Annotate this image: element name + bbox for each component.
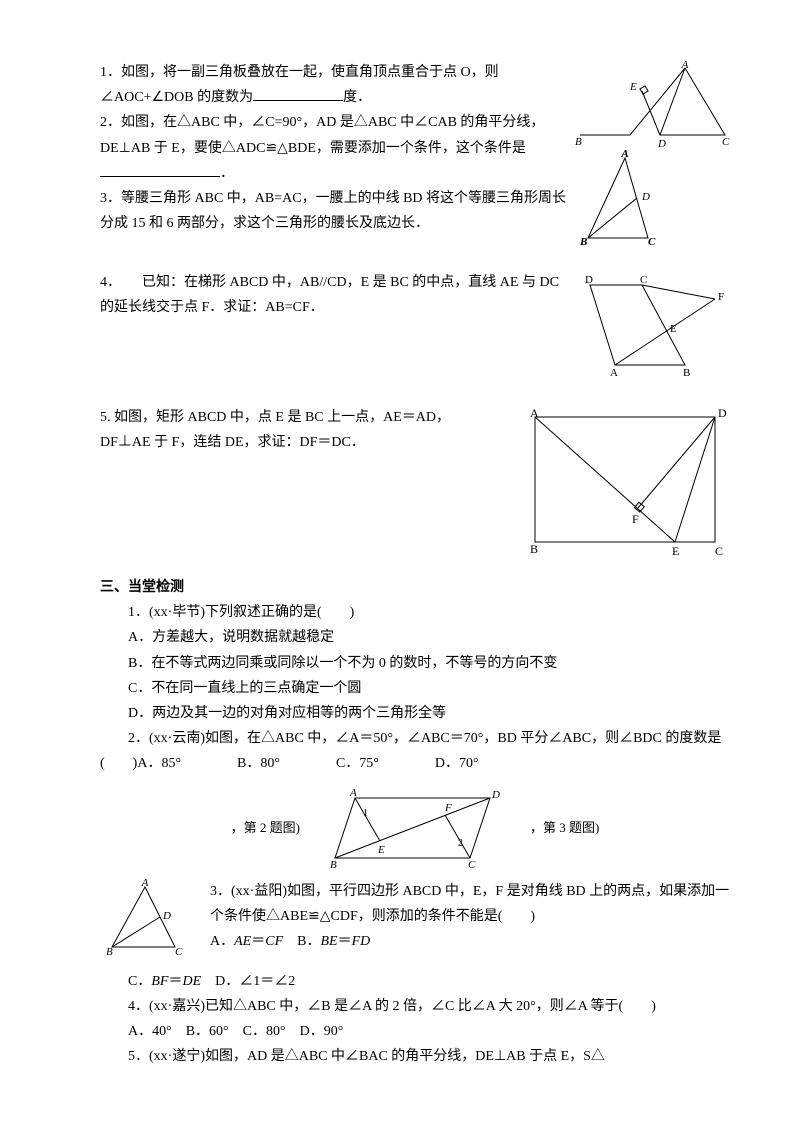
q3: 3．等腰三角形 ABC 中，AB=AC，一腰上的中线 BD 将这个等腰三角形周长… [100,186,570,236]
s1-stem: 1．(xx·毕节)下列叙述正确的是( ) [100,600,730,625]
svg-text:E: E [629,81,637,93]
q2-blank [100,162,220,177]
svg-text:E: E [670,323,677,335]
s1-c: C．不在同一直线上的三点确定一个圆 [100,676,730,701]
svg-text:A: A [620,150,628,160]
q2-l1: 2．如图，在△ABC 中，∠C=90°，AD 是△ABC 中∠CAB 的角平分线… [100,115,544,155]
s4-opts: A．40° B．60° C．80° D．90° [100,1019,730,1044]
q2: 2．如图，在△ABC 中，∠C=90°，AD 是△ABC 中∠CAB 的角平分线… [100,110,570,186]
svg-text:C: C [640,274,647,286]
block-s3: A D B C 3．(xx·益阳)如图，平行四边形 ABCD 中，E，F 是对角… [100,879,730,959]
diagram-isoceles-median: A D B C [570,150,680,250]
svg-text:C: C [648,236,656,248]
svg-text:D: D [657,138,666,150]
q5-text: 5. 如图，矩形 ABCD 中，点 E 是 BC 上一点，AE＝AD，DF⊥AE… [100,405,480,455]
fig-q5: A D B E C F [520,405,730,560]
svg-text:B: B [106,946,113,958]
svg-text:C: C [468,859,476,871]
block-q1-q3: 1．如图，将一副三角板叠放在一起，使直角顶点重合于点 O，则∠AOC+∠DOB … [100,60,730,250]
svg-text:B: B [530,542,538,556]
svg-text:E: E [377,844,385,856]
svg-text:F: F [444,802,452,814]
svg-text:2: 2 [458,838,463,849]
q1: 1．如图，将一副三角板叠放在一起，使直角顶点重合于点 O，则∠AOC+∠DOB … [100,60,570,110]
svg-text:1: 1 [363,808,368,819]
svg-text:C: C [715,544,723,558]
s3-opts-ab: A．AE＝CF B．BE＝FD [210,929,730,954]
s3-stem: 3．(xx·益阳)如图，平行四边形 ABCD 中，E，F 是对角线 BD 上的两… [210,879,730,929]
s2-stem: 2．(xx·云南)如图，在△ABC 中，∠A＝50°，∠ABC＝70°，BD 平… [100,726,730,776]
svg-text:A: A [681,60,689,71]
svg-text:F: F [718,291,724,303]
q4-l1: 4． 已知：在梯形 ABCD 中，AB//CD，E 是 BC 的中点，直线 AE… [100,275,559,315]
q1-blank [253,86,343,101]
s3-text: 3．(xx·益阳)如图，平行四边形 ABCD 中，E，F 是对角线 BD 上的两… [210,879,730,955]
q1-q3-text: 1．如图，将一副三角板叠放在一起，使直角顶点重合于点 O，则∠AOC+∠DOB … [100,60,570,236]
fig-s3-left: A D B C [100,879,200,959]
svg-text:D: D [585,274,593,286]
q4-text: 4． 已知：在梯形 ABCD 中，AB//CD，E 是 BC 的中点，直线 AE… [100,270,570,320]
svg-text:A: A [349,787,357,799]
svg-text:C: C [722,136,730,148]
svg-text:B: B [683,367,690,379]
svg-text:B: B [330,859,337,871]
fig-q4: D C F E A B [570,270,730,380]
svg-text:D: D [718,406,727,420]
fig-row-s2s3: ，第 2 题图) A D B C E F 1 2 ，第 3 题图) [100,783,730,873]
s5-stem: 5．(xx·遂宁)如图，AD 是△ABC 中∠BAC 的角平分线，DE⊥AB 于… [100,1044,730,1069]
fig3-label: ，第 3 题图) [530,816,599,839]
fig-q1-q3: A E B D C A D B C [570,60,730,250]
svg-text:D: D [491,789,500,801]
s1-b: B．在不等式两边同乘或同除以一个不为 0 的数时，不等号的方向不变 [100,651,730,676]
section3-title: 三、当堂检测 [100,575,730,600]
q1-unit: 度． [343,90,371,105]
svg-text:D: D [162,910,171,922]
svg-text:A: A [530,406,539,420]
svg-text:D: D [641,191,650,203]
diagram-small-triangle: A D B C [100,879,200,959]
block-q5: 5. 如图，矩形 ABCD 中，点 E 是 BC 上一点，AE＝AD，DF⊥AE… [100,405,730,565]
svg-text:A: A [610,367,618,379]
diagram-parallelogram: A D B C E F 1 2 [310,783,520,873]
diagram-rectangle: A D B E C F [520,405,730,560]
diagram-trapezoid: D C F E A B [570,270,730,380]
q3-text: 3．等腰三角形 ABC 中，AB=AC，一腰上的中线 BD 将这个等腰三角形周长… [100,191,566,231]
s3-opts-cd: C．BF＝DE D．∠1＝∠2 [100,969,730,994]
diagram-triangle-bisector: A E B D C [570,60,730,150]
svg-text:C: C [175,946,183,958]
q5-l1: 5. 如图，矩形 ABCD 中，点 E 是 BC 上一点，AE＝AD，DF⊥AE… [100,410,450,450]
s2-opts: A．85° B．80° C．75° D．70° [137,756,478,771]
svg-text:E: E [672,544,679,558]
svg-text:A: A [141,879,149,889]
s1-d: D．两边及其一边的对角对应相等的两个三角形全等 [100,701,730,726]
s1-a: A．方差越大，说明数据就越稳定 [100,625,730,650]
svg-text:B: B [579,236,587,248]
svg-text:F: F [632,512,639,526]
block-q4: 4． 已知：在梯形 ABCD 中，AB//CD，E 是 BC 的中点，直线 AE… [100,270,730,380]
s4-stem: 4．(xx·嘉兴)已知△ABC 中，∠B 是∠A 的 2 倍，∠C 比∠A 大 … [100,994,730,1019]
svg-text:B: B [575,136,582,148]
fig2-label: ，第 2 题图) [231,816,300,839]
